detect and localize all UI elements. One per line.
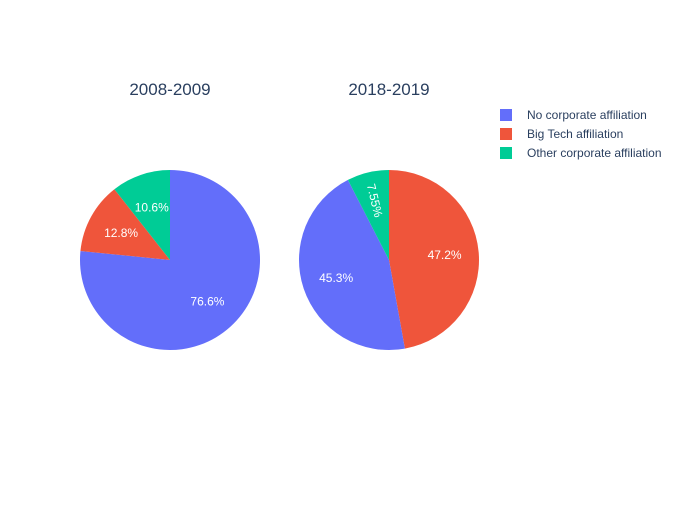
pie-title: 2018-2019	[348, 80, 429, 99]
pie-slice	[299, 179, 405, 350]
pie-slice	[389, 170, 480, 349]
legend-item[interactable]: Big Tech affiliation	[500, 127, 623, 141]
legend-label: No corporate affiliation	[527, 108, 647, 122]
legend-swatch	[500, 147, 512, 159]
legend: No corporate affiliation Big Tech affilia…	[500, 108, 662, 160]
pie-slice-label: 45.3%	[319, 271, 353, 285]
legend-item[interactable]: No corporate affiliation	[500, 108, 647, 122]
pie-slice	[114, 170, 170, 260]
legend-swatch	[500, 128, 512, 140]
legend-item[interactable]: Other corporate affiliation	[500, 146, 662, 160]
legend-swatch	[500, 109, 512, 121]
pie-chart-1: 2008-2009 76.6% 12.8% 10.6%	[80, 80, 260, 351]
pie-slice	[80, 189, 170, 260]
legend-label: Big Tech affiliation	[527, 127, 623, 141]
pie-slice-label: 47.2%	[428, 248, 462, 262]
pie-title: 2008-2009	[129, 80, 210, 99]
pie-layer: 2008-2009 76.6% 12.8% 10.6% 2018-2019 47.2% 45…	[80, 80, 480, 351]
pie-slice-label: 10.6%	[135, 200, 169, 214]
pie-slice-label: 76.6%	[190, 294, 224, 308]
pie-slice	[347, 170, 389, 260]
legend-label: Other corporate affiliation	[527, 146, 662, 160]
pie-slice-label: 12.8%	[104, 226, 138, 240]
